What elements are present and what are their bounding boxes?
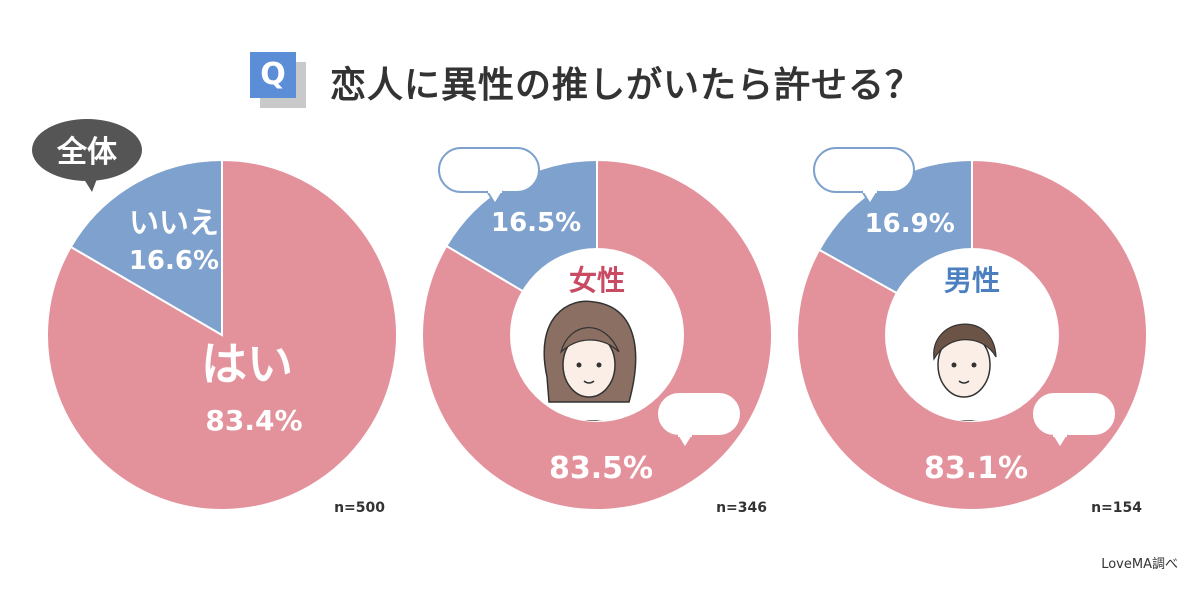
man-illustration	[907, 323, 1021, 421]
no-bubble-body	[438, 147, 540, 193]
woman-illustration	[532, 300, 646, 421]
yes-value: 83.1%	[924, 451, 1028, 486]
badge-label: 全体	[56, 135, 118, 170]
center-label: 女性	[569, 264, 625, 297]
no-bubble	[813, 147, 915, 206]
chart-3: 16.9%いいえはい83.1%男性n=154	[796, 157, 1148, 516]
no-bubble-body	[813, 147, 915, 193]
no-bubble	[438, 147, 540, 206]
bangs	[559, 327, 620, 354]
yes-value: 83.5%	[549, 451, 653, 486]
source-note: LoveMA調べ	[1101, 557, 1178, 572]
center-label: 男性	[944, 264, 1000, 297]
no-bubble-seam	[488, 189, 502, 193]
no-bubble-seam	[863, 189, 877, 193]
sample-size: n=500	[334, 500, 385, 516]
mouth	[583, 380, 595, 384]
no-bubble-tail	[486, 190, 504, 206]
no-value: 16.9%	[865, 209, 955, 239]
no-value: 16.5%	[491, 208, 581, 238]
sample-size: n=154	[1091, 500, 1142, 516]
left-eye	[576, 362, 582, 368]
mouth	[958, 380, 970, 384]
yes-bubble-body	[656, 391, 742, 437]
hair	[933, 323, 997, 361]
yes-bubble-body	[1031, 391, 1117, 437]
badge-body	[32, 119, 142, 181]
sample-size: n=346	[716, 500, 767, 516]
yes-bubble-seam	[1053, 433, 1067, 437]
yes-value: 83.4%	[205, 404, 302, 437]
shirt	[532, 420, 646, 421]
q-badge: Q	[250, 52, 296, 98]
slice-no	[69, 158, 223, 337]
no-value: 16.6%	[129, 246, 219, 276]
badge-tail	[82, 176, 98, 192]
shirt	[907, 420, 1021, 421]
chart-1: いいえ 16.6% はい 83.4% 全体 n=500	[32, 119, 398, 516]
overall-badge: 全体	[32, 119, 142, 192]
yes-bubble-tail	[676, 434, 694, 450]
left-eye	[951, 362, 957, 368]
yes-label: はい	[201, 337, 293, 391]
yes-bubble-tail	[1051, 434, 1069, 450]
right-eye	[971, 362, 977, 368]
chart-2: 16.5%いいえはい83.5%女性n=346	[421, 157, 773, 516]
no-label: いいえ	[129, 206, 219, 241]
yes-bubble	[656, 391, 742, 450]
yes-bubble	[1031, 391, 1117, 450]
page-title: 恋人に異性の推しがいたら許せる？	[330, 65, 923, 106]
no-bubble-tail	[861, 190, 879, 206]
yes-bubble-seam	[678, 433, 692, 437]
right-eye	[596, 362, 602, 368]
